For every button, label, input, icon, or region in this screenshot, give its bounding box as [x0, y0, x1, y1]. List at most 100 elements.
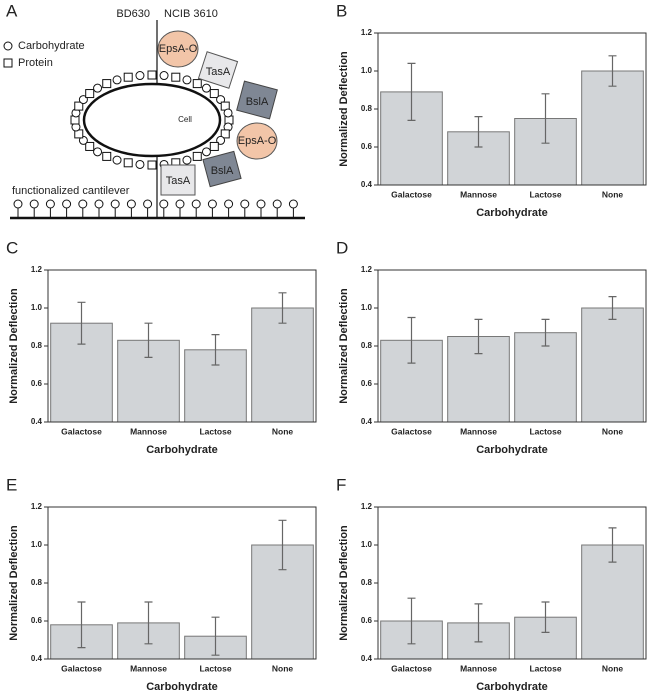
x-tick-label: Galactose — [391, 189, 432, 199]
y-tick-label: 1.0 — [361, 540, 373, 549]
y-axis-title: Normalized Deflection — [338, 525, 350, 641]
y-tick-label: 0.4 — [361, 417, 373, 426]
y-tick-label: 1.0 — [361, 303, 373, 312]
plot-frame — [377, 269, 647, 423]
y-tick-label: 0.8 — [31, 578, 43, 587]
carbohydrate — [94, 199, 104, 209]
y-tick-label: 0.6 — [31, 379, 43, 388]
bar — [581, 307, 644, 423]
y-tick-label: 0.4 — [361, 180, 373, 189]
protein-unit — [192, 79, 202, 89]
protein-unit — [220, 129, 230, 139]
error-bar — [278, 519, 287, 571]
bar — [581, 544, 644, 660]
carbohydrate — [224, 199, 234, 209]
chart-panel: F 0.4 0.6 0.8 1.0 1.2 Galactose Mannose Lactose N… — [336, 475, 647, 691]
x-tick-label: None — [602, 663, 624, 673]
y-axis-title: Normalized Deflection — [338, 51, 350, 167]
carbohydrate — [191, 199, 201, 209]
carbohydrate — [112, 75, 122, 85]
protein — [236, 122, 278, 160]
carbohydrate — [135, 159, 145, 169]
error-bar — [77, 601, 86, 649]
y-axis-title: Normalized Deflection — [8, 288, 20, 404]
protein — [160, 164, 196, 196]
carbohydrate — [182, 155, 192, 165]
y-axis-title: Normalized Deflection — [338, 288, 350, 404]
x-axis-title: Carbohydrate — [146, 681, 218, 691]
error-bar — [474, 116, 483, 148]
x-tick-label: None — [602, 426, 624, 436]
protein-unit — [102, 151, 112, 161]
y-tick-label: 1.0 — [31, 303, 43, 312]
protein-label: TasA — [206, 66, 231, 78]
protein-unit — [209, 141, 219, 151]
x-tick-label: Lactose — [199, 426, 231, 436]
x-tick-label: None — [602, 189, 624, 199]
carbohydrate — [288, 199, 298, 209]
error-bar — [407, 316, 416, 364]
carbohydrate — [182, 75, 192, 85]
protein-unit — [147, 70, 157, 80]
x-tick-label: Mannose — [460, 663, 497, 673]
panel-label: B — [336, 1, 347, 20]
protein — [157, 30, 199, 68]
carbohydrate — [45, 199, 55, 209]
error-bar — [144, 601, 153, 645]
legend-label: Protein — [18, 57, 53, 69]
error-bar — [407, 597, 416, 645]
carbohydrate — [216, 95, 226, 105]
protein-unit — [147, 160, 157, 170]
error-bar — [144, 322, 153, 358]
y-axis-title: Normalized Deflection — [8, 525, 20, 641]
protein-label: BslA — [246, 96, 269, 108]
protein-unit — [74, 101, 84, 111]
protein-label: TasA — [166, 175, 191, 187]
error-bar — [541, 93, 550, 144]
y-tick-label: 0.6 — [361, 616, 373, 625]
carbohydrate — [29, 199, 39, 209]
cell-label: Cell — [178, 115, 192, 124]
y-tick-label: 1.2 — [361, 502, 373, 511]
x-tick-label: Mannose — [130, 426, 167, 436]
x-tick-label: Lactose — [199, 663, 231, 673]
carbohydrate — [135, 71, 145, 81]
x-axis-title: Carbohydrate — [146, 444, 218, 456]
y-tick-label: 0.8 — [361, 104, 373, 113]
carbohydrate — [223, 108, 233, 118]
carbohydrate — [93, 147, 103, 157]
legend-symbol — [3, 58, 13, 68]
protein-label: EpsA-O — [159, 43, 198, 55]
protein-unit — [209, 89, 219, 99]
protein — [202, 150, 242, 188]
protein-unit — [85, 89, 95, 99]
x-tick-label: None — [272, 663, 294, 673]
carbohydrate — [240, 199, 250, 209]
error-bar — [541, 601, 550, 633]
error-bar — [541, 318, 550, 347]
chart-panel: B 0.4 0.6 0.8 1.0 1.2 Galactose Mannose Lactose N… — [336, 1, 647, 219]
x-tick-label: Mannose — [460, 426, 497, 436]
carbohydrate — [110, 199, 120, 209]
x-tick-label: Galactose — [391, 426, 432, 436]
plot-frame — [47, 269, 317, 423]
carbohydrate — [201, 147, 211, 157]
x-tick-label: Lactose — [529, 663, 561, 673]
x-tick-label: Mannose — [130, 663, 167, 673]
x-tick-label: Galactose — [61, 426, 102, 436]
y-tick-label: 1.2 — [361, 265, 373, 274]
y-tick-label: 0.8 — [361, 578, 373, 587]
error-bar — [474, 603, 483, 643]
carbohydrate — [143, 199, 153, 209]
protein-unit — [102, 79, 112, 89]
x-tick-label: Lactose — [529, 426, 561, 436]
x-tick-label: None — [272, 426, 294, 436]
panel-label: F — [336, 475, 346, 494]
y-tick-label: 0.4 — [361, 654, 373, 663]
carbohydrate — [175, 199, 185, 209]
error-bar — [278, 292, 287, 324]
y-tick-label: 0.4 — [31, 654, 43, 663]
carbohydrate — [126, 199, 136, 209]
protein-unit — [192, 151, 202, 161]
